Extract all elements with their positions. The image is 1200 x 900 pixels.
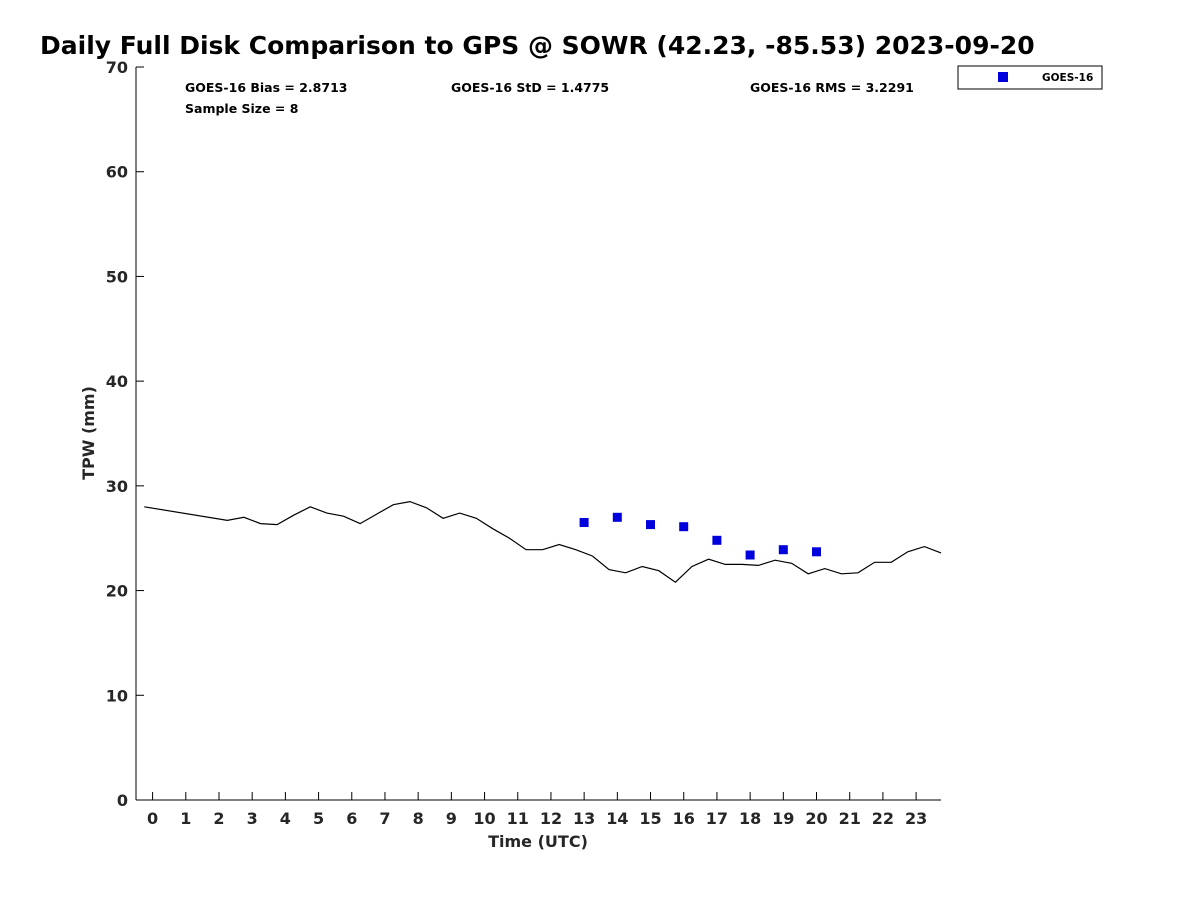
y-tick-label: 20 — [106, 582, 128, 601]
x-tick-label: 13 — [573, 809, 595, 828]
y-tick-label: 70 — [106, 58, 128, 77]
y-tick-label: 10 — [106, 686, 128, 705]
x-tick-label: 19 — [772, 809, 794, 828]
goes16-point — [778, 545, 788, 555]
x-tick-label: 8 — [413, 809, 424, 828]
legend: GOES-16 — [957, 65, 1103, 90]
x-tick-label: 21 — [839, 809, 861, 828]
y-tick-label: 50 — [106, 267, 128, 286]
x-tick-label: 4 — [280, 809, 291, 828]
x-tick-label: 10 — [473, 809, 495, 828]
x-tick-label: 3 — [247, 809, 258, 828]
x-tick-label: 1 — [180, 809, 191, 828]
sample-size-stat: Sample Size = 8 — [185, 101, 298, 116]
x-tick-label: 6 — [346, 809, 357, 828]
legend-label-goes16: GOES-16 — [1042, 72, 1093, 84]
x-tick-label: 20 — [805, 809, 827, 828]
x-tick-label: 23 — [905, 809, 927, 828]
gps-tpw-line — [144, 500, 942, 583]
series-layer — [144, 500, 942, 583]
x-tick-label: 15 — [639, 809, 661, 828]
x-ticks: 0 1 2 3 4 5 6 7 8 9 10 11 12 13 14 15 16 17 18 19 20 21 22 23 — [147, 792, 927, 828]
x-axis-label: Time (UTC) — [488, 832, 588, 851]
goes16-point — [745, 550, 755, 560]
goes16-point — [646, 520, 655, 530]
x-tick-label: 0 — [147, 809, 158, 828]
plot-axes — [135, 67, 941, 801]
legend-marker-goes16 — [998, 72, 1008, 82]
goes16-point — [612, 512, 622, 522]
std-stat: GOES-16 StD = 1.4775 — [451, 80, 609, 95]
x-tick-label: 18 — [739, 809, 761, 828]
x-tick-label: 11 — [507, 809, 529, 828]
goes16-point — [679, 522, 689, 532]
goes16-point — [812, 547, 821, 557]
bias-stat: GOES-16 Bias = 2.8713 — [185, 80, 347, 95]
goes16-point — [579, 518, 589, 527]
y-ticks: 0 10 20 30 40 50 60 70 — [106, 58, 144, 810]
x-tick-label: 2 — [213, 809, 224, 828]
x-tick-label: 7 — [379, 809, 390, 828]
x-tick-label: 17 — [706, 809, 728, 828]
x-tick-label: 22 — [872, 809, 894, 828]
y-tick-label: 30 — [106, 477, 128, 496]
goes16-point — [712, 535, 722, 545]
legend-box — [957, 65, 1103, 90]
chart-title: Daily Full Disk Comparison to GPS @ SOWR… — [40, 31, 1035, 60]
y-axis-label: TPW (mm) — [79, 386, 98, 480]
x-tick-label: 5 — [313, 809, 324, 828]
y-tick-label: 0 — [117, 791, 128, 810]
x-tick-label: 16 — [673, 809, 695, 828]
x-tick-label: 14 — [606, 809, 628, 828]
rms-stat: GOES-16 RMS = 3.2291 — [750, 80, 914, 95]
y-tick-label: 60 — [106, 163, 128, 182]
y-tick-label: 40 — [106, 372, 128, 391]
x-tick-label: 9 — [446, 809, 457, 828]
x-tick-label: 12 — [540, 809, 562, 828]
